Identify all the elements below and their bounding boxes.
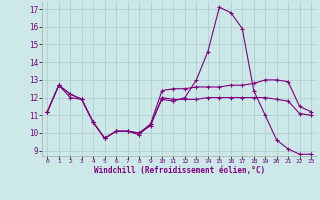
X-axis label: Windchill (Refroidissement éolien,°C): Windchill (Refroidissement éolien,°C) — [94, 166, 265, 175]
